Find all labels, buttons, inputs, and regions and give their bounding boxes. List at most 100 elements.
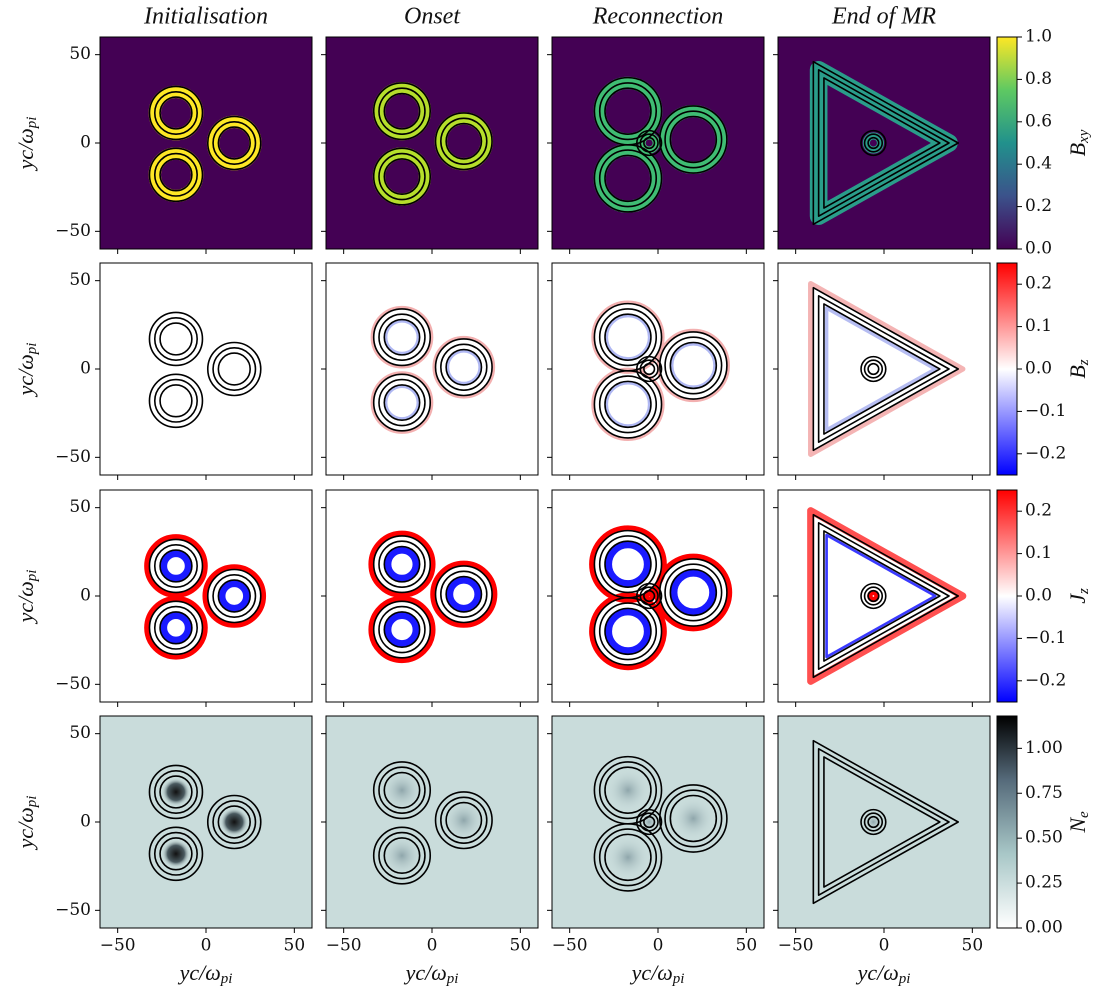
ring	[218, 580, 251, 612]
axis-label: Bxy	[1065, 129, 1092, 156]
ring	[159, 775, 193, 809]
label-sub: pi	[220, 971, 233, 987]
ring	[206, 794, 262, 850]
ring	[639, 359, 659, 379]
ring	[636, 582, 663, 610]
ring	[206, 341, 262, 397]
ring	[144, 595, 208, 660]
ring	[589, 525, 667, 604]
panel-content	[144, 534, 267, 660]
panel: −50 0 50	[55, 36, 313, 254]
ring	[664, 563, 723, 622]
ring	[636, 808, 663, 836]
ring	[372, 600, 432, 659]
panel-content	[593, 755, 728, 892]
y-tick-label: 50	[69, 723, 91, 743]
ring	[598, 308, 658, 367]
colorbar-tick-label: 0.50	[1025, 828, 1063, 848]
ring	[384, 385, 420, 420]
colorbar-tick-label: 0.00	[1025, 918, 1063, 938]
ring	[636, 129, 663, 157]
ring	[636, 355, 663, 383]
ring	[604, 380, 652, 429]
colorbar	[996, 489, 1018, 703]
ring	[378, 313, 426, 361]
x-tick-label: −50	[100, 936, 136, 956]
x-tick-label: 0	[879, 936, 890, 956]
panel-content	[593, 76, 728, 213]
y-tick-label: −50	[55, 221, 91, 241]
colorbar-tick-label: 0.75	[1025, 783, 1063, 803]
ring	[823, 77, 941, 209]
ring	[153, 316, 198, 361]
density	[161, 777, 191, 807]
label-sub: pi	[24, 343, 40, 356]
ring	[153, 769, 198, 814]
column-title: Onset	[404, 4, 461, 30]
label-base: B	[1065, 143, 1090, 156]
ring	[378, 540, 426, 588]
ring	[604, 154, 652, 203]
panel: −50 0 50	[547, 715, 765, 956]
y-tick-label: 0	[80, 359, 91, 379]
y-tick-label: 50	[69, 44, 91, 64]
ring	[593, 143, 663, 213]
ring	[159, 611, 193, 645]
label-base: yc/ω	[13, 354, 38, 397]
ring	[202, 564, 267, 628]
ring	[217, 352, 251, 386]
ring	[642, 589, 656, 603]
y-tick-label: −50	[55, 900, 91, 920]
ring	[159, 322, 193, 356]
ring	[440, 796, 488, 844]
ring	[658, 558, 728, 627]
colorbar-tick-label: 0.0	[1025, 239, 1052, 259]
ring	[383, 771, 421, 809]
axis-label: yc/ωpi	[630, 960, 685, 987]
ring	[148, 538, 204, 594]
panel: −50 0 50	[321, 715, 539, 956]
panel-content	[148, 764, 262, 882]
ring	[153, 605, 198, 650]
panel: −50 0 50 −50 0 50	[55, 715, 313, 956]
panel	[547, 36, 765, 254]
ring	[823, 530, 941, 662]
label-base: N	[1065, 817, 1090, 834]
panel	[773, 489, 991, 707]
ring	[604, 607, 652, 656]
ring	[383, 611, 421, 649]
panel	[547, 489, 765, 707]
axis-label: yc/ωpi	[856, 960, 911, 987]
y-tick-label: −50	[55, 447, 91, 467]
ring	[812, 60, 959, 226]
ring	[867, 362, 880, 376]
ring	[664, 110, 723, 169]
panel-bg	[100, 263, 312, 475]
ring	[440, 343, 488, 391]
axis-label: yc/ωpi	[404, 960, 459, 987]
ring	[372, 147, 432, 206]
ring	[863, 812, 884, 832]
panel	[321, 36, 539, 254]
ring	[148, 373, 204, 429]
axis-label: yc/ωpi	[13, 343, 40, 398]
panel-content	[591, 300, 730, 441]
ring	[664, 336, 723, 395]
ring	[372, 308, 432, 367]
ring	[669, 794, 718, 843]
ring	[430, 560, 498, 628]
panel-bg	[326, 263, 538, 475]
ring	[378, 378, 426, 427]
ring	[159, 158, 193, 192]
colorbar	[996, 36, 1018, 250]
density	[864, 813, 883, 831]
ring	[593, 369, 663, 439]
ring	[446, 350, 482, 385]
colorbar	[996, 715, 1018, 929]
ring	[212, 346, 257, 391]
ring	[148, 85, 204, 141]
colorbar-tick-label: 0.0	[1025, 359, 1052, 379]
ring	[148, 147, 204, 203]
colorbar-tick-label: −0.2	[1025, 443, 1066, 463]
